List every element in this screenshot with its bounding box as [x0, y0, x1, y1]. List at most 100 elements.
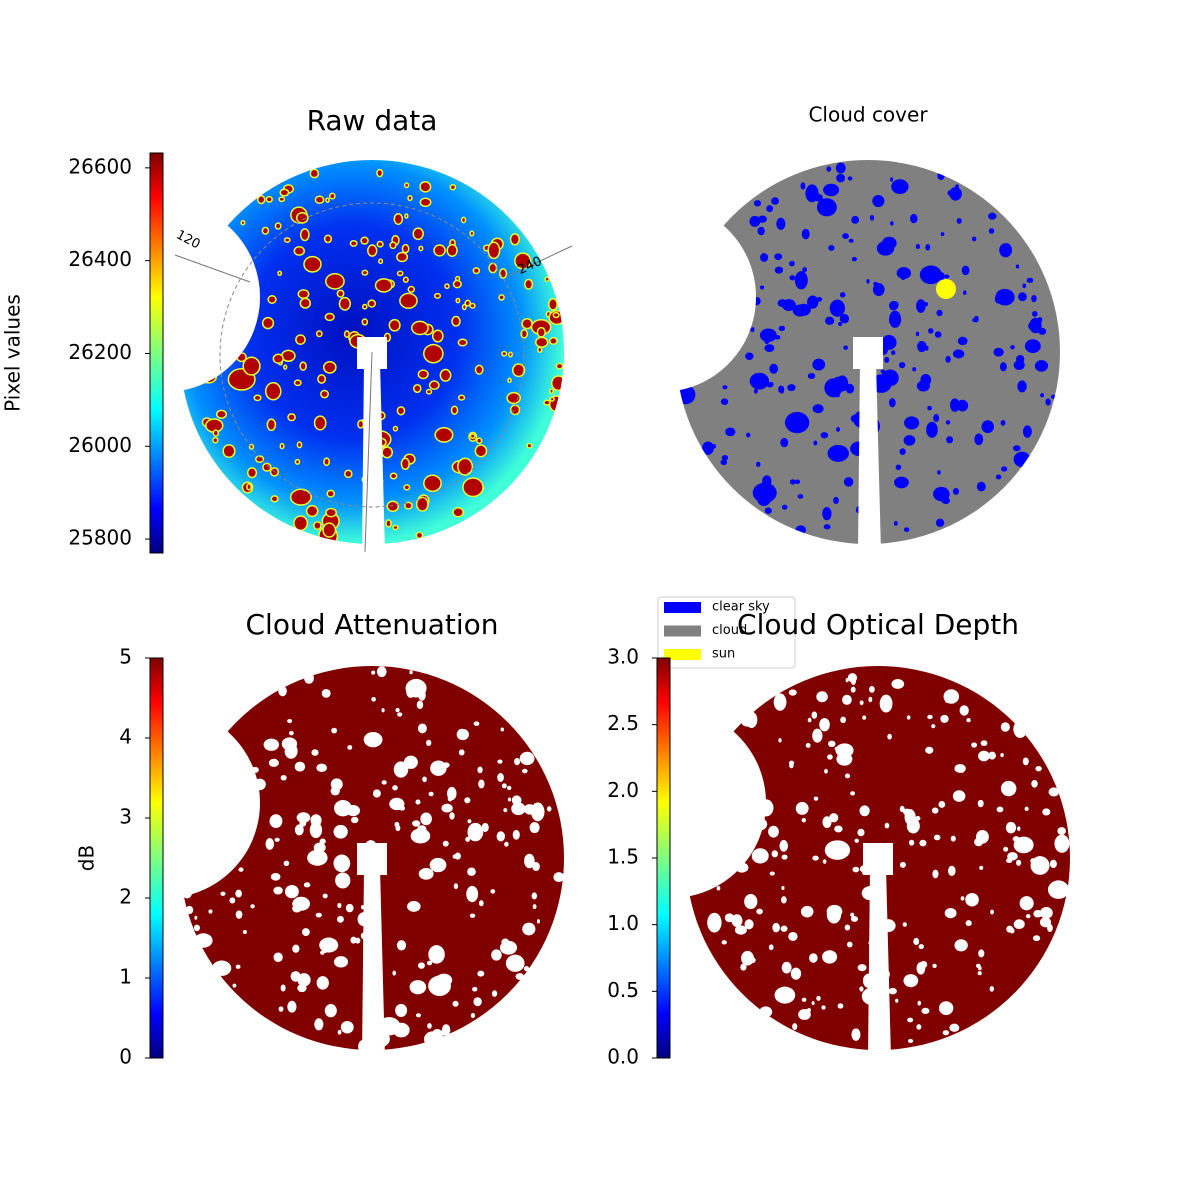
clear-patch — [477, 766, 483, 774]
clear-patch — [458, 749, 465, 756]
clear-patch — [1001, 466, 1008, 472]
clear-patch — [403, 755, 418, 769]
clear-patch — [979, 865, 984, 870]
clear-patch — [944, 908, 957, 919]
clear-patch — [895, 998, 899, 1003]
clear-patch — [734, 925, 747, 935]
clear-patch — [839, 292, 846, 298]
polar-spoke — [364, 351, 373, 553]
clear-patch — [466, 885, 479, 903]
cloud-blob — [383, 332, 392, 343]
cloud-blob — [509, 233, 520, 246]
cloud-blob — [404, 501, 413, 510]
clear-patch — [945, 355, 951, 363]
clear-patch — [781, 504, 788, 510]
clear-patch — [1000, 753, 1004, 758]
clear-patch — [780, 437, 789, 448]
cloud-blob — [296, 441, 303, 449]
clear-patch — [750, 327, 755, 333]
clear-patch — [879, 1013, 884, 1020]
clear-patch — [297, 973, 311, 987]
clear-patch — [464, 797, 471, 804]
clear-patch — [529, 822, 540, 834]
cloud-blob — [245, 303, 256, 315]
clear-patch — [292, 896, 311, 911]
cloud-blob — [199, 337, 206, 345]
cloud-blob — [412, 227, 424, 241]
cloud-blob — [388, 318, 401, 332]
clear-patch — [802, 267, 808, 273]
clear-patch — [947, 190, 954, 196]
clear-patch — [881, 919, 896, 933]
clear-patch — [363, 731, 383, 748]
colorbar-tick-label: 4 — [119, 725, 132, 749]
clear-patch — [227, 773, 239, 782]
clear-patch — [287, 719, 293, 724]
cloud-blob — [431, 329, 444, 343]
clear-patch — [916, 380, 930, 392]
clear-patch — [721, 940, 727, 945]
clear-patch — [730, 807, 736, 814]
clear-patch — [949, 1023, 960, 1032]
cloud-blob — [367, 244, 378, 257]
clear-patch — [822, 950, 838, 964]
clear-patch — [289, 730, 294, 736]
clear-patch — [376, 666, 387, 678]
clear-patch — [270, 873, 281, 881]
clear-patch — [491, 949, 502, 961]
clear-patch — [921, 1007, 930, 1015]
clear-patch — [781, 896, 787, 904]
cloud-blob — [210, 348, 217, 356]
clear-patch — [413, 683, 421, 692]
clear-patch — [314, 1018, 324, 1031]
clear-patch — [943, 689, 960, 704]
cloud-blob — [182, 295, 197, 308]
clear-patch — [931, 807, 939, 814]
clear-patch — [503, 808, 508, 813]
cloud-blob — [279, 442, 285, 450]
clear-patch — [358, 1039, 370, 1054]
colorbar-tick-label: 2 — [119, 885, 132, 909]
clear-patch — [496, 831, 505, 842]
clear-patch — [1017, 826, 1021, 832]
clear-patch — [988, 751, 996, 760]
clear-patch — [392, 785, 398, 791]
cloud-blob — [323, 234, 333, 244]
sky-image — [679, 666, 1070, 1050]
clear-patch — [319, 838, 326, 845]
cloud-blob — [328, 192, 336, 200]
cloud-blob — [283, 364, 288, 370]
clear-patch — [457, 728, 466, 736]
clear-patch — [428, 975, 451, 997]
clear-patch — [828, 740, 836, 747]
clear-patch — [859, 377, 872, 390]
clear-patch — [357, 912, 371, 927]
clear-patch — [843, 477, 854, 487]
clear-patch — [453, 883, 459, 890]
clear-patch — [858, 412, 869, 421]
clear-patch — [735, 862, 749, 873]
clear-patch — [915, 331, 920, 337]
clear-patch — [792, 1023, 798, 1031]
clear-patch — [1045, 398, 1051, 406]
cloud-blob — [469, 433, 476, 440]
cloud-blob — [204, 251, 214, 263]
cloud-blob — [393, 212, 404, 226]
cloud-blob — [457, 394, 466, 401]
clear-patch — [794, 479, 801, 485]
clear-patch — [280, 774, 287, 781]
clear-patch — [491, 990, 498, 997]
clear-patch — [824, 378, 843, 398]
clear-patch — [893, 520, 898, 526]
cloud-blob — [444, 283, 450, 290]
clear-patch — [906, 715, 911, 720]
clear-patch — [501, 783, 507, 789]
clear-patch — [821, 1005, 826, 1010]
cloud-blob — [396, 251, 409, 263]
colorbar-tick-label: 26200 — [68, 340, 132, 364]
clear-patch — [952, 349, 965, 359]
clear-patch — [707, 912, 722, 933]
clear-patch — [546, 806, 552, 812]
clear-patch — [824, 316, 835, 325]
clear-patch — [789, 260, 795, 267]
